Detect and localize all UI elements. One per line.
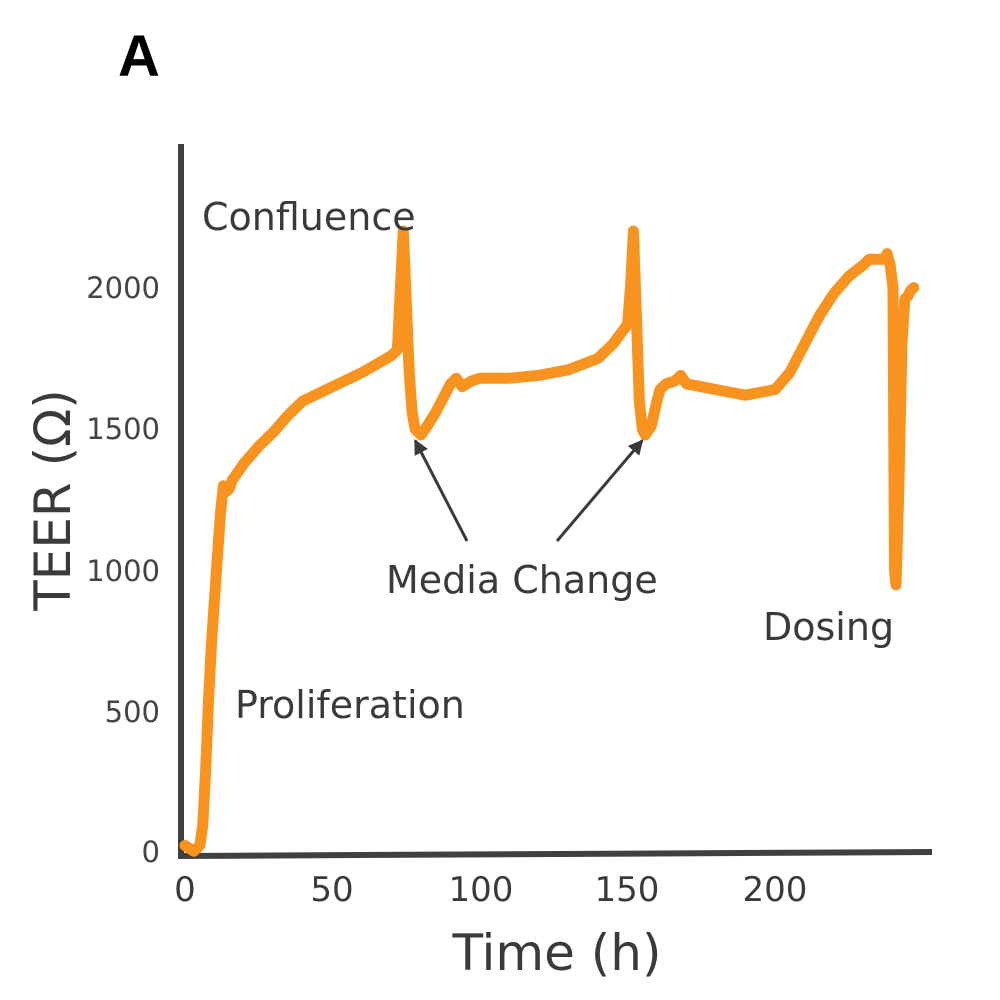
y-tick-label: 1000 xyxy=(86,554,160,588)
teer-series-line xyxy=(179,225,920,857)
x-tick-label: 50 xyxy=(310,870,353,910)
annotation-media-change: Media Change xyxy=(386,558,658,602)
y-tick-label: 500 xyxy=(105,695,160,729)
x-tick-label: 150 xyxy=(595,870,660,910)
x-axis-line xyxy=(177,849,933,859)
x-tick-label: 0 xyxy=(174,870,196,910)
y-tick-label: 1500 xyxy=(86,412,160,446)
media-change-arrow-right xyxy=(555,439,644,542)
annotation-confluence: Confluence xyxy=(202,195,416,239)
media-change-arrow-left xyxy=(413,439,469,542)
y-tick-label: 0 xyxy=(142,835,160,869)
y-axis-title: TEER (Ω) xyxy=(24,389,82,612)
annotation-proliferation: Proliferation xyxy=(235,683,465,727)
panel-label: A xyxy=(118,24,160,89)
annotation-dosing: Dosing xyxy=(763,605,894,649)
x-axis-title: Time (h) xyxy=(452,924,662,982)
y-tick-label: 2000 xyxy=(86,271,160,305)
x-tick-label: 100 xyxy=(449,870,514,910)
x-tick-label: 200 xyxy=(743,870,808,910)
